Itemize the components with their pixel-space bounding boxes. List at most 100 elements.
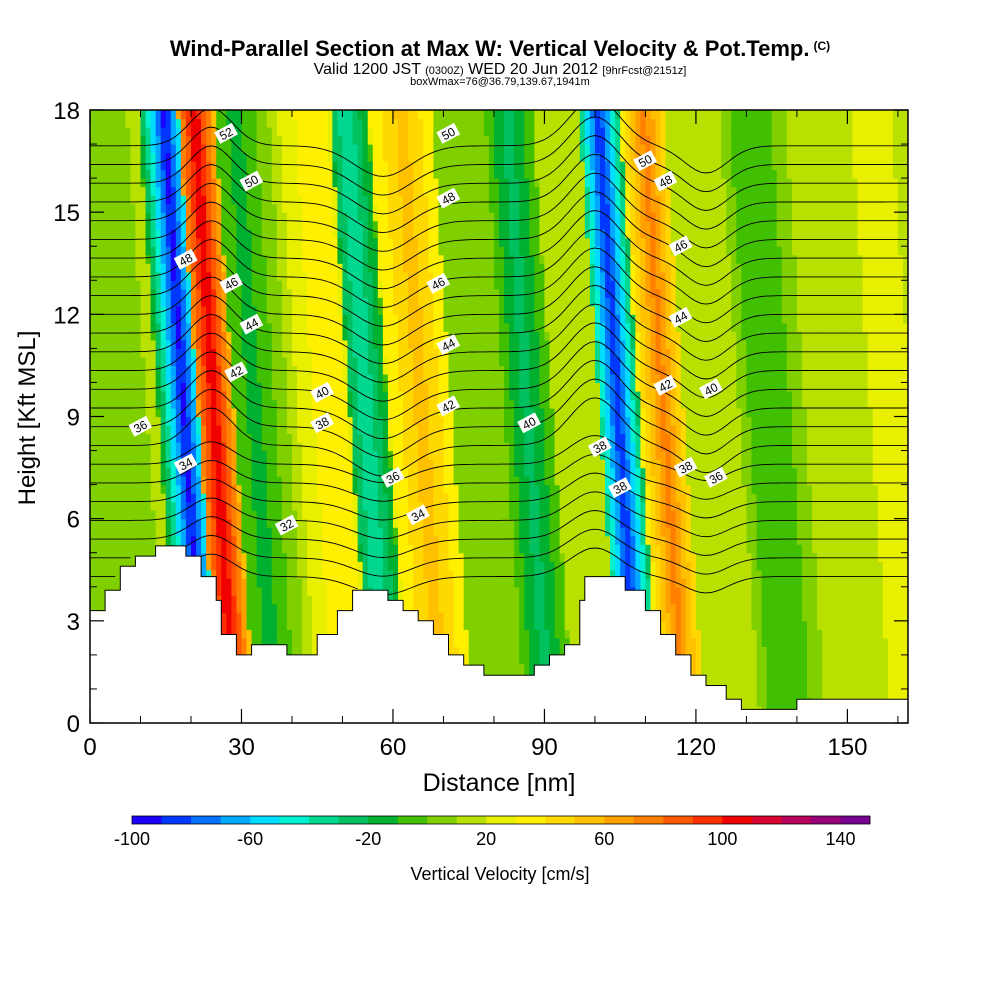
velocity-cell [130, 552, 137, 562]
velocity-cell [534, 603, 540, 613]
velocity-cell [478, 476, 485, 486]
velocity-cell [569, 629, 576, 639]
velocity-cell [771, 476, 778, 486]
velocity-cell [433, 544, 440, 554]
velocity-cell [392, 586, 399, 596]
velocity-cell [90, 578, 96, 588]
velocity-cell [362, 510, 369, 520]
velocity-cell [180, 484, 187, 494]
velocity-cell [246, 501, 253, 511]
velocity-cell [554, 603, 561, 613]
velocity-cell [776, 654, 783, 664]
velocity-cell [347, 535, 354, 545]
velocity-cell [367, 501, 374, 511]
velocity-cell [817, 476, 823, 486]
velocity-cell [448, 586, 455, 596]
velocity-cell [640, 552, 647, 562]
velocity-cell [690, 612, 697, 622]
velocity-cell [791, 493, 798, 503]
velocity-cell [499, 646, 505, 656]
velocity-cell [423, 535, 429, 545]
velocity-cell [711, 501, 717, 511]
velocity-cell [852, 561, 859, 571]
velocity-cell [428, 459, 434, 469]
velocity-cell [695, 629, 702, 639]
velocity-cell [529, 467, 535, 477]
velocity-cell [347, 595, 354, 605]
velocity-cell [226, 578, 232, 588]
velocity-cell [382, 484, 389, 494]
velocity-cell [266, 578, 273, 588]
velocity-cell [190, 544, 197, 554]
velocity-cell [468, 586, 475, 596]
velocity-cell [867, 637, 874, 647]
velocity-cell [448, 493, 455, 503]
velocity-cell [443, 586, 450, 596]
velocity-cell [90, 501, 96, 511]
velocity-cell [463, 586, 470, 596]
velocity-cell [862, 595, 869, 605]
velocity-cell [675, 595, 682, 605]
velocity-cell [685, 476, 692, 486]
velocity-cell [408, 467, 414, 477]
velocity-cell [458, 578, 465, 588]
velocity-cell [125, 535, 131, 545]
velocity-cell [766, 518, 773, 528]
velocity-cell [736, 688, 742, 699]
velocity-cell [690, 467, 697, 477]
velocity-cell [342, 527, 349, 537]
velocity-cell [731, 612, 737, 622]
velocity-cell [827, 612, 833, 622]
velocity-cell [337, 501, 344, 511]
velocity-cell [837, 663, 843, 673]
velocity-cell [736, 493, 742, 503]
velocity-cell [680, 518, 687, 528]
velocity-cell [231, 561, 238, 571]
velocity-cell [862, 552, 869, 562]
velocity-cell [650, 518, 657, 528]
velocity-cell [847, 595, 854, 605]
velocity-cell [791, 586, 798, 596]
velocity-cell [367, 518, 374, 528]
velocity-cell [291, 578, 298, 588]
velocity-cell [392, 544, 399, 554]
velocity-cell [271, 544, 278, 554]
velocity-cell [827, 586, 833, 596]
velocity-cell [771, 467, 778, 477]
velocity-cell [100, 552, 106, 562]
velocity-cell [736, 620, 742, 630]
velocity-cell [589, 467, 596, 477]
velocity-cell [499, 552, 505, 562]
velocity-cell [872, 654, 879, 664]
velocity-cell [256, 493, 263, 503]
velocity-cell [675, 561, 682, 571]
velocity-cell [211, 544, 217, 554]
velocity-cell [897, 654, 904, 664]
velocity-cell [266, 561, 273, 571]
velocity-cell [741, 612, 748, 622]
velocity-cell [716, 620, 722, 630]
velocity-cell [302, 518, 308, 528]
velocity-cell [327, 603, 333, 613]
velocity-cell [367, 459, 374, 469]
velocity-cell [291, 612, 298, 622]
velocity-cell [660, 586, 667, 596]
velocity-cell [175, 493, 182, 503]
velocity-cell [812, 612, 818, 622]
velocity-cell [852, 620, 859, 630]
velocity-cell [721, 680, 727, 690]
velocity-cell [872, 671, 879, 682]
velocity-cell [640, 459, 647, 469]
velocity-cell [584, 518, 591, 528]
velocity-cell [413, 595, 419, 605]
velocity-cell [145, 527, 152, 537]
velocity-cell [897, 620, 904, 630]
velocity-cell [599, 561, 606, 571]
velocity-cell [266, 629, 273, 639]
velocity-cell [711, 603, 717, 613]
velocity-cell [574, 501, 581, 511]
velocity-cell [196, 544, 202, 554]
velocity-cell [554, 646, 561, 656]
velocity-cell [812, 510, 818, 520]
velocity-cell [842, 467, 849, 477]
